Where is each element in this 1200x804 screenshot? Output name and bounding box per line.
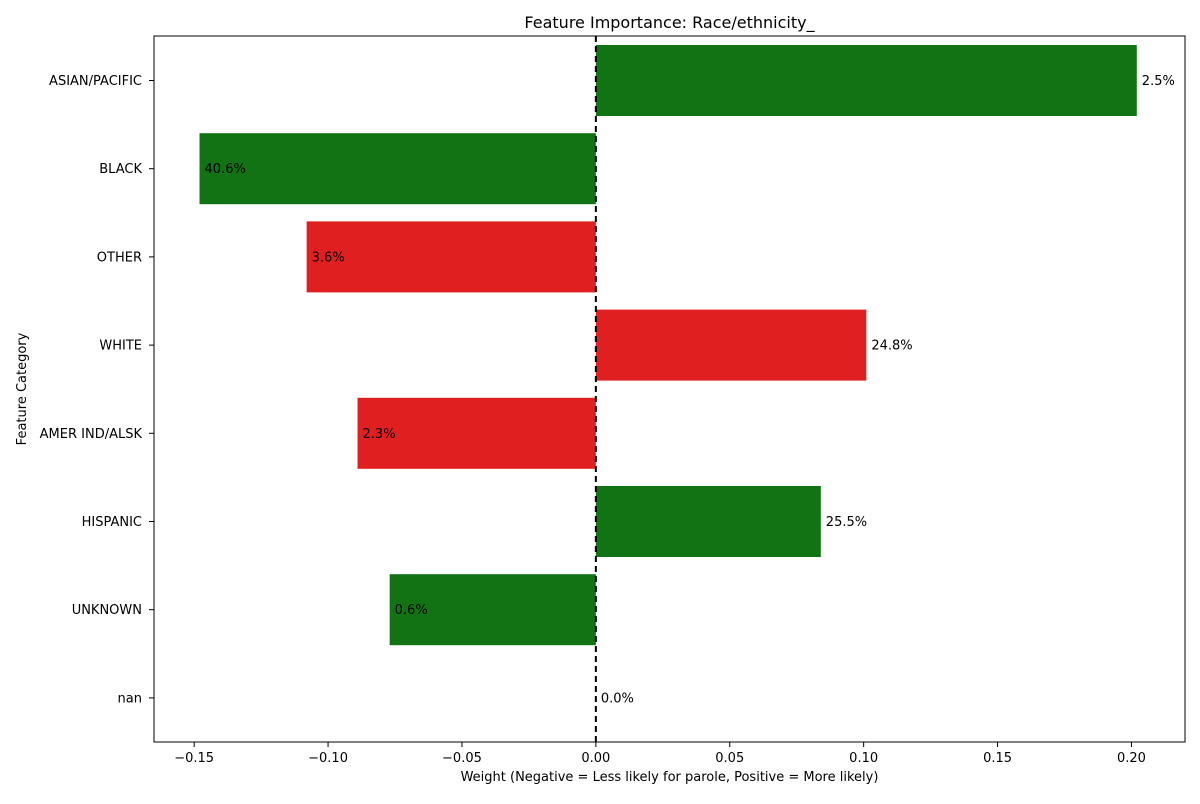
x-tick-label: −0.05 [442, 751, 482, 766]
x-axis-ticks: −0.15 −0.10 −0.05 0.00 0.05 0.10 0.15 0.20 [174, 742, 1146, 766]
y-tick-label: HISPANIC [82, 515, 142, 530]
y-tick-label: BLACK [99, 162, 142, 177]
bar-white [595, 309, 867, 381]
bar-asian-pacific [595, 45, 1137, 116]
x-tick-label: 0.15 [983, 751, 1012, 766]
bars-group [199, 45, 1137, 646]
chart-title: Feature Importance: Race/ethnicity_ [524, 13, 815, 33]
bar-value-label: 25.5% [826, 515, 867, 530]
x-tick-label: −0.10 [308, 751, 348, 766]
x-tick-label: 0.05 [715, 751, 744, 766]
x-tick-label: 0.00 [581, 751, 610, 766]
y-tick-label: AMER IND/ALSK [40, 427, 143, 442]
bar-value-label: 3.6% [312, 250, 345, 265]
x-tick-label: −0.15 [174, 751, 214, 766]
y-tick-label: UNKNOWN [72, 603, 142, 618]
y-axis-ticks: ASIAN/PACIFIC BLACK OTHER WHITE AMER IND/ALS… [40, 74, 154, 706]
plot-frame [153, 35, 1186, 743]
bar-other [306, 221, 596, 293]
bar-value-label: 0.0% [601, 691, 634, 706]
y-axis-label: Feature Category [15, 332, 30, 445]
bar-value-label: 40.6% [205, 162, 246, 177]
bar-value-label: 24.8% [871, 339, 912, 354]
bar-black [199, 133, 596, 205]
y-tick-label: ASIAN/PACIFIC [49, 74, 142, 89]
y-tick-label: WHITE [99, 339, 142, 354]
bar-value-label: 0.6% [395, 603, 428, 618]
bar-amer-ind-alsk [357, 397, 596, 469]
bar-labels-group: 2.5% 40.6% 3.6% 24.8% 2.3% 25.5% 0.6% 0.0% [205, 74, 1175, 706]
y-tick-label: OTHER [97, 250, 142, 265]
x-tick-label: 0.20 [1117, 751, 1146, 766]
bar-unknown [389, 574, 596, 646]
bar-hispanic [595, 486, 821, 557]
y-tick-label: nan [118, 691, 142, 706]
x-axis-label: Weight (Negative = Less likely for parol… [461, 770, 879, 785]
bar-value-label: 2.5% [1142, 74, 1175, 89]
x-tick-label: 0.10 [849, 751, 878, 766]
bar-value-label: 2.3% [363, 427, 396, 442]
